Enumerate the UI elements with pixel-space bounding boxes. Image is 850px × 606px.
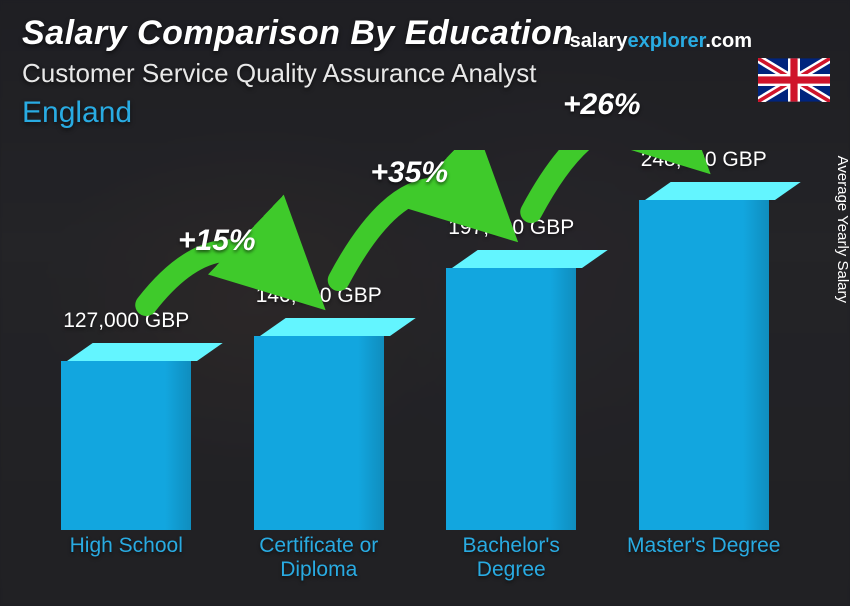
increment-badge-1: +35% xyxy=(370,156,448,190)
bar-col-0: 127,000 GBP xyxy=(42,309,211,530)
bar-3 xyxy=(639,182,769,530)
bar-label-0: High School xyxy=(42,534,211,588)
region-label: England xyxy=(22,96,132,130)
y-axis-label: Average Yearly Salary xyxy=(834,156,850,303)
bar-col-1: 146,000 GBP xyxy=(234,284,403,530)
page-title: Salary Comparison By Education xyxy=(22,14,574,53)
bar-col-2: 197,000 GBP xyxy=(427,216,596,530)
increment-badge-2: +26% xyxy=(563,88,641,122)
brand-prefix: salary xyxy=(570,30,628,52)
bar-value-1: 146,000 GBP xyxy=(256,284,382,308)
bar-col-3: 248,000 GBP xyxy=(619,148,788,530)
labels-container: High School Certificate or Diploma Bachelo… xyxy=(30,534,800,588)
brand-suffix: .com xyxy=(705,30,752,52)
bar-2 xyxy=(446,250,576,530)
brand-logo: salaryexplorer.com xyxy=(570,30,752,53)
increment-badge-0: +15% xyxy=(178,224,256,258)
bar-value-3: 248,000 GBP xyxy=(641,148,767,172)
brand-mid: explorer xyxy=(627,30,705,52)
bars-container: 127,000 GBP 146,000 GBP 197,000 GBP 248,000… xyxy=(30,150,800,530)
bar-0 xyxy=(61,343,191,530)
page-subtitle: Customer Service Quality Assurance Analy… xyxy=(22,58,536,89)
bar-label-3: Master's Degree xyxy=(619,534,788,588)
infographic-stage: Salary Comparison By Education Customer … xyxy=(0,0,850,606)
bar-1 xyxy=(254,318,384,530)
bar-value-0: 127,000 GBP xyxy=(63,309,189,333)
bar-value-2: 197,000 GBP xyxy=(448,216,574,240)
bar-label-1: Certificate or Diploma xyxy=(234,534,403,588)
bar-chart: 127,000 GBP 146,000 GBP 197,000 GBP 248,000… xyxy=(30,150,800,588)
uk-flag-icon xyxy=(758,58,830,102)
bar-label-2: Bachelor's Degree xyxy=(427,534,596,588)
